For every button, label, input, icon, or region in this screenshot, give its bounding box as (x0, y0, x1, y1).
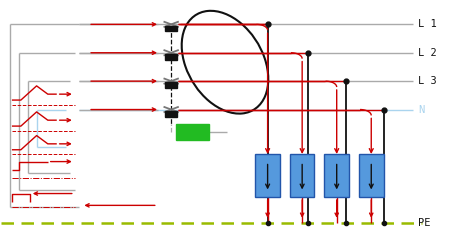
Text: L 1: L 1 (418, 19, 436, 29)
Bar (359, 154, 383, 197)
Text: N: N (418, 104, 424, 114)
Bar (165, 82, 177, 88)
Bar (165, 54, 177, 60)
Bar (324, 154, 349, 197)
Text: L 3: L 3 (418, 76, 436, 86)
Bar (165, 111, 177, 117)
Bar (255, 154, 280, 197)
Text: L 2: L 2 (418, 48, 436, 58)
Bar (290, 154, 315, 197)
Bar (165, 25, 177, 31)
Bar (176, 124, 209, 140)
Text: PE: PE (418, 218, 430, 228)
